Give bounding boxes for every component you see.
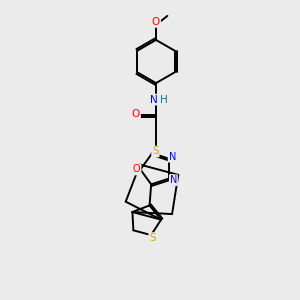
Text: O: O (133, 164, 141, 175)
Text: S: S (152, 146, 159, 157)
Text: O: O (152, 17, 160, 27)
Text: O: O (132, 109, 140, 119)
Text: S: S (149, 233, 156, 243)
Text: N: N (170, 175, 177, 185)
Text: N: N (169, 152, 176, 162)
Text: N: N (150, 94, 158, 105)
Text: H: H (160, 94, 168, 105)
